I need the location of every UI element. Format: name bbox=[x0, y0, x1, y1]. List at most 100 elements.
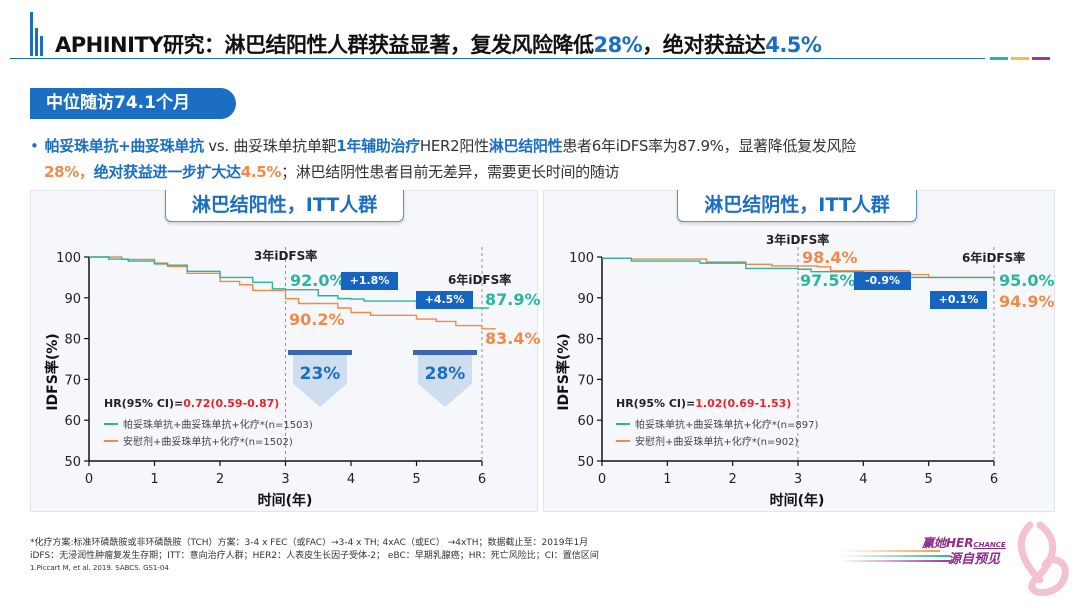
bullet-node-positive: 淋巴结阳性 bbox=[488, 137, 563, 155]
x-tick-label: 0 bbox=[598, 472, 606, 487]
accent-dash-teal bbox=[990, 57, 1008, 60]
x-tick-label: 3 bbox=[281, 472, 289, 487]
value-3yr-pertuzumab: 97.5% bbox=[800, 271, 856, 290]
footnote-abbreviations: iDFS：无浸润性肿瘤复发生存期；ITT：意向治疗人群；HER2：人表皮生长因子… bbox=[30, 551, 599, 561]
value-3yr-placebo: 90.2% bbox=[289, 310, 345, 329]
x-tick-label: 1 bbox=[663, 472, 671, 487]
x-tick-label: 6 bbox=[478, 472, 486, 487]
x-axis-title: 时间(年) bbox=[769, 493, 825, 509]
title-text-2: ，绝对获益达 bbox=[642, 33, 766, 57]
hr-label: HR(95% CI)= bbox=[104, 397, 184, 410]
x-tick-label: 1 bbox=[150, 472, 158, 487]
risk-reduction-arrow-6yr: 28% bbox=[413, 350, 477, 408]
chart-title: 淋巴结阴性，ITT人群 bbox=[677, 190, 917, 222]
badge-6yr-diff: +0.1% bbox=[930, 291, 987, 309]
x-tick-label: 2 bbox=[729, 472, 737, 487]
bullet-text: vs. 曲妥珠单抗单靶 bbox=[203, 137, 337, 155]
legend-pertuzumab: 帕妥珠单抗+曲妥珠单抗+化疗*(n=897) bbox=[616, 416, 818, 431]
legend-label: 安慰剂+曲妥珠单抗+化疗*(n=902) bbox=[635, 437, 799, 448]
logo-text-2: 源自预见 bbox=[948, 552, 1001, 567]
page-title: APHINITY研究：淋巴结阳性人群获益显著，复发风险降低28%，绝对获益达4.… bbox=[55, 29, 822, 59]
legend-label: 帕妥珠单抗+曲妥珠单抗+化疗*(n=1503) bbox=[123, 420, 313, 431]
x-axis-title: 时间(年) bbox=[257, 493, 313, 509]
hazard-ratio: HR(95% CI)=0.72(0.59-0.87) bbox=[104, 397, 279, 410]
title-highlight-benefit: 4.5% bbox=[765, 33, 822, 57]
value-6yr-pertuzumab: 87.9% bbox=[485, 290, 541, 309]
logo-line1: 赢她HER bbox=[922, 536, 974, 550]
bullet-text: 患者6年iDFS率为87.9%，显著降低复发风险 bbox=[562, 137, 856, 155]
label-6yr: 6年iDFS率 bbox=[448, 273, 512, 287]
x-tick-label: 2 bbox=[216, 472, 224, 487]
logo-stripe bbox=[840, 555, 950, 557]
title-accent-bars bbox=[30, 12, 44, 56]
x-tick-label: 0 bbox=[85, 472, 93, 487]
y-tick-label: 90 bbox=[577, 292, 594, 307]
value-3yr-placebo: 98.4% bbox=[802, 248, 858, 267]
x-tick-label: 4 bbox=[859, 472, 867, 487]
legend-label: 安慰剂+曲妥珠单抗+化疗*(n=1502) bbox=[123, 437, 293, 448]
bullet-text: ；淋巴结阴性患者目前无差异，需要更长时间的随访 bbox=[281, 163, 620, 181]
label-3yr: 3年iDFS率 bbox=[254, 249, 318, 263]
value-6yr-pertuzumab: 95.0% bbox=[999, 271, 1055, 290]
y-tick-label: 60 bbox=[577, 414, 594, 429]
chart-panel-node-negative bbox=[543, 190, 1055, 512]
logo-stripe bbox=[840, 550, 940, 552]
y-axis-title: IDFS率(%) bbox=[45, 333, 61, 411]
x-tick-label: 4 bbox=[347, 472, 355, 487]
label-6yr: 6年iDFS率 bbox=[962, 251, 1026, 265]
y-tick-label: 80 bbox=[577, 333, 594, 348]
followup-badge: 中位随访74.1个月 bbox=[30, 88, 236, 119]
bullet-benefit-value: 4.5% bbox=[240, 163, 282, 181]
legend-placebo: 安慰剂+曲妥珠单抗+化疗*(n=1502) bbox=[104, 433, 293, 448]
km-curve-placebo bbox=[602, 257, 995, 282]
legend-swatch bbox=[104, 439, 118, 442]
hazard-ratio: HR(95% CI)=1.02(0.69-1.53) bbox=[616, 397, 791, 410]
y-tick-label: 70 bbox=[64, 373, 81, 388]
legend-label: 帕妥珠单抗+曲妥珠单抗+化疗*(n=897) bbox=[635, 420, 819, 431]
footnote-regimen: *化疗方案:标准环磷酰胺或非环磷酰胺（TCH）方案：3-4 x FEC（或FAC… bbox=[30, 538, 589, 548]
bullet-risk-reduction: 28%， bbox=[44, 163, 94, 181]
badge-6yr-diff: +4.5% bbox=[416, 291, 473, 309]
legend-pertuzumab: 帕妥珠单抗+曲妥珠单抗+化疗*(n=1503) bbox=[104, 416, 313, 431]
badge-3yr-diff: -0.9% bbox=[854, 272, 911, 290]
y-tick-label: 60 bbox=[64, 414, 81, 429]
bullet-benefit-text: 绝对获益进一步扩大达 bbox=[93, 163, 241, 181]
bullet-dot: • bbox=[30, 137, 39, 155]
logo-text: 赢她HERCHANCE bbox=[922, 534, 1006, 551]
title-highlight-risk: 28% bbox=[593, 33, 643, 57]
label-3yr: 3年iDFS率 bbox=[766, 233, 830, 247]
bullet-line-2: 28%，绝对获益进一步扩大达4.5%；淋巴结阴性患者目前无差异，需要更长时间的随… bbox=[44, 161, 620, 182]
y-tick-label: 50 bbox=[64, 455, 81, 470]
pink-ribbon-icon bbox=[1017, 521, 1069, 596]
y-tick-label: 100 bbox=[569, 251, 594, 266]
risk-reduction-6yr: 28% bbox=[424, 364, 466, 384]
title-underline bbox=[10, 58, 985, 59]
chart-title: 淋巴结阳性，ITT人群 bbox=[165, 190, 404, 222]
chart-0: 50 60 70 80 90 100 0 1 2 3 4 5 6 bbox=[56, 247, 496, 487]
hr-value: 1.02(0.69-1.53) bbox=[695, 397, 792, 410]
accent-dash-purple bbox=[1032, 57, 1050, 60]
legend-placebo: 安慰剂+曲妥珠单抗+化疗*(n=902) bbox=[616, 433, 798, 448]
badge-3yr-diff: +1.8% bbox=[341, 272, 398, 290]
km-curve-pertuzumab bbox=[89, 256, 490, 309]
legend-swatch bbox=[616, 439, 630, 442]
x-tick-label: 5 bbox=[412, 472, 420, 487]
x-tick-label: 3 bbox=[794, 472, 802, 487]
value-6yr-placebo: 94.9% bbox=[999, 292, 1055, 311]
legend-swatch bbox=[616, 422, 630, 425]
bullet-line-1: • 帕妥珠单抗+曲妥珠单抗 vs. 曲妥珠单抗单靶1年辅助治疗HER2阳性淋巴结阳… bbox=[30, 135, 856, 156]
legend-swatch bbox=[104, 422, 118, 425]
y-tick-label: 100 bbox=[56, 251, 81, 266]
footnote-reference: 1.Piccart M, et al. 2019. SABCS. GS1-04 bbox=[30, 564, 169, 572]
bullet-text: HER2阳性 bbox=[419, 137, 489, 155]
bullet-duration: 1年辅助治疗 bbox=[336, 137, 420, 155]
hr-value: 0.72(0.59-0.87) bbox=[183, 397, 280, 410]
hr-label: HR(95% CI)= bbox=[616, 397, 696, 410]
y-tick-label: 80 bbox=[64, 333, 81, 348]
y-axis-title: IDFS率(%) bbox=[556, 333, 572, 411]
herchance-logo: 赢她HERCHANCE 源自预见 bbox=[830, 520, 1070, 600]
y-tick-label: 70 bbox=[577, 373, 594, 388]
accent-dash-yellow bbox=[1011, 57, 1029, 60]
title-text: APHINITY研究：淋巴结阳性人群获益显著，复发风险降低 bbox=[55, 33, 594, 57]
bullet-regimen: 帕妥珠单抗+曲妥珠单抗 bbox=[44, 137, 205, 155]
